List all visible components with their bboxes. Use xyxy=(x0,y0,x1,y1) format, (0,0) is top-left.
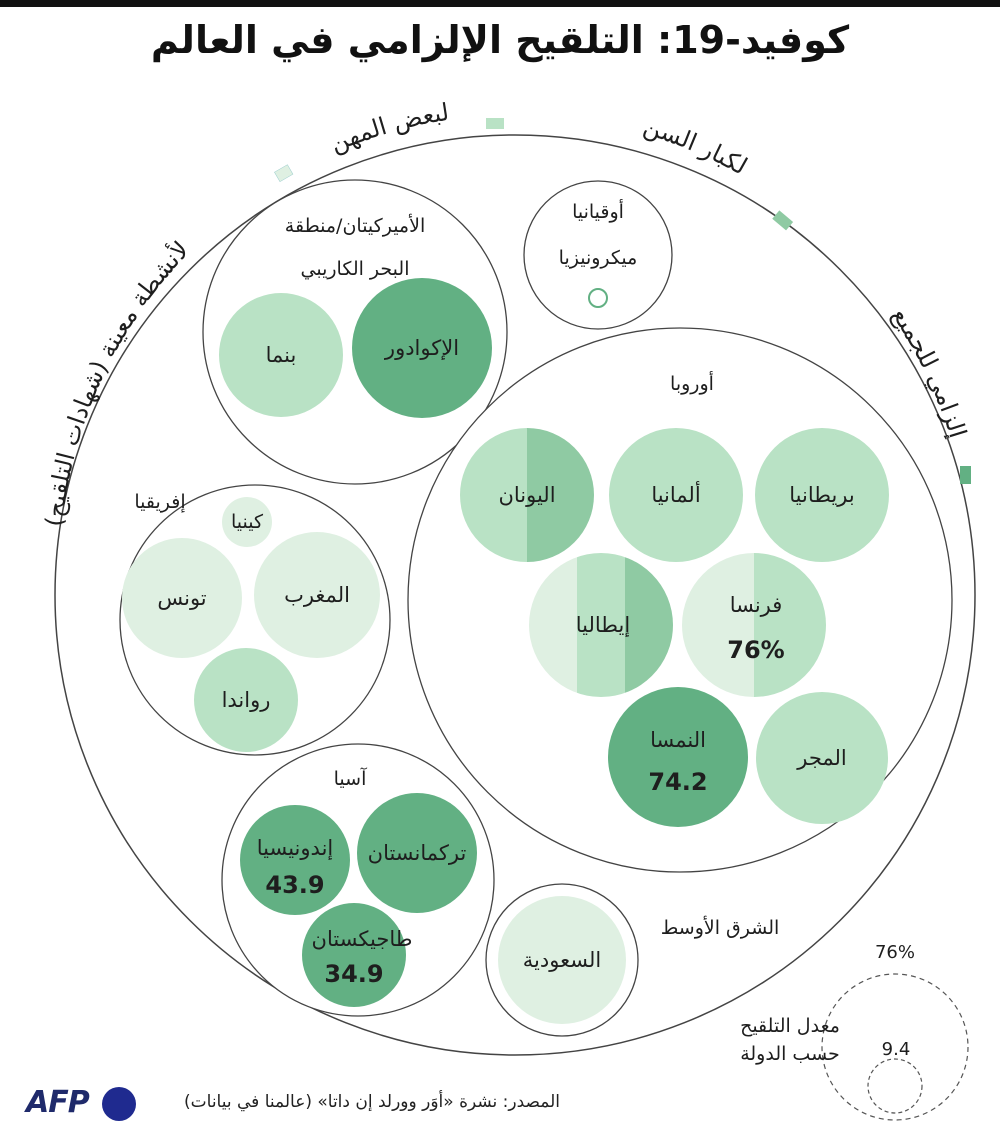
legend-all-swatch xyxy=(960,466,971,484)
legend-professions-swatch xyxy=(486,118,504,129)
bubble-indonesia xyxy=(240,805,350,915)
bubble-micronesia xyxy=(588,288,608,308)
label-germany: ألمانيا xyxy=(651,481,700,507)
bubble-ecuador xyxy=(352,278,492,418)
legend-elderly-swatch xyxy=(772,210,794,231)
region-asia-label: آسيا xyxy=(334,766,367,790)
svg-text:لبعض المهن: لبعض المهن xyxy=(326,98,451,158)
label-micronesia: ميكرونيزيا xyxy=(559,247,638,269)
bubble-france xyxy=(682,553,826,697)
label-austria: النمسا xyxy=(650,728,706,752)
source-note: المصدر: نشرة «أوَر وورلد إن داتا» (عالمن… xyxy=(184,1092,560,1112)
bubble-tunisia xyxy=(122,538,242,658)
value-tajikistan: 34.9 xyxy=(324,960,383,988)
bubble-morocco xyxy=(254,532,380,658)
afp-logo-dot xyxy=(102,1087,136,1121)
label-ecuador: الإكوادور xyxy=(384,336,459,360)
scale-circle-min xyxy=(867,1058,923,1114)
world-circle xyxy=(54,134,976,1056)
bubble-hungary xyxy=(756,692,888,824)
top-bar xyxy=(0,0,1000,7)
svg-text:لكبار السن: لكبار السن xyxy=(640,112,752,180)
region-oceania-label: أوقيانيا xyxy=(572,199,624,223)
scale-max-label: 76% xyxy=(875,942,915,963)
label-tunisia: تونس xyxy=(157,586,206,610)
label-tajikistan: طاجيكستان xyxy=(312,927,413,951)
label-france: فرنسا xyxy=(730,593,783,617)
legend-elderly-label: لكبار السن xyxy=(640,112,752,180)
label-britain: بريطانيا xyxy=(789,483,854,507)
scale-caption-2: حسب الدولة xyxy=(740,1043,840,1065)
region-americas-label-1: الأميركيتان/منطقة xyxy=(285,214,425,237)
bubble-turkmenistan xyxy=(357,793,477,913)
legend-activities-swatch xyxy=(274,164,294,183)
value-indonesia: 43.9 xyxy=(265,871,324,899)
bubble-kenya xyxy=(222,497,272,547)
legend-activities-label: لأنشطة معينة (شهادات التلقيح) xyxy=(40,235,195,528)
bubble-austria xyxy=(608,687,748,827)
value-austria: 74.2 xyxy=(648,768,707,796)
bubble-panama xyxy=(219,293,343,417)
scale-caption-1: معدل التلقيح xyxy=(740,1015,840,1037)
label-morocco: المغرب xyxy=(284,583,350,607)
bubble-germany xyxy=(609,428,743,562)
label-panama: بنما xyxy=(266,343,297,367)
region-americas-label-2: البحر الكاريبي xyxy=(301,258,410,280)
bubble-tajikistan xyxy=(302,903,406,1007)
region-europe-label: أوروبا xyxy=(670,371,714,395)
region-africa-label: إفريقيا xyxy=(134,491,185,514)
legend-professions-label: لبعض المهن xyxy=(326,98,451,158)
label-rwanda: رواندا xyxy=(222,688,271,712)
page-title: كوفيد-19: التلقيح الإلزامي في العالم xyxy=(150,18,850,62)
afp-logo-text: AFP xyxy=(26,1085,90,1120)
bubble-rwanda xyxy=(194,648,298,752)
value-france: 76% xyxy=(727,636,784,664)
legend-all-label: إلزامي للجميع xyxy=(886,302,972,441)
label-greece: اليونان xyxy=(498,483,555,507)
label-italy: إيطاليا xyxy=(576,613,630,638)
label-saudi: السعودية xyxy=(523,948,601,972)
legend-arc-text: لأنشطة معينة (شهادات التلقيح) xyxy=(40,235,195,528)
bubble-britain xyxy=(755,428,889,562)
bubble-saudi xyxy=(498,896,626,1024)
svg-text:إلزامي للجميع: إلزامي للجميع xyxy=(886,302,972,441)
scale-circle-max xyxy=(821,973,969,1121)
label-indonesia: إندونيسيا xyxy=(257,836,334,861)
label-hungary: المجر xyxy=(796,746,847,770)
region-oceania xyxy=(523,180,673,330)
label-turkmenistan: تركمانستان xyxy=(368,841,467,865)
region-middle-east-label: الشرق الأوسط xyxy=(661,916,780,939)
label-kenya: كينيا xyxy=(231,511,264,533)
scale-min-label: 9.4 xyxy=(882,1039,911,1060)
